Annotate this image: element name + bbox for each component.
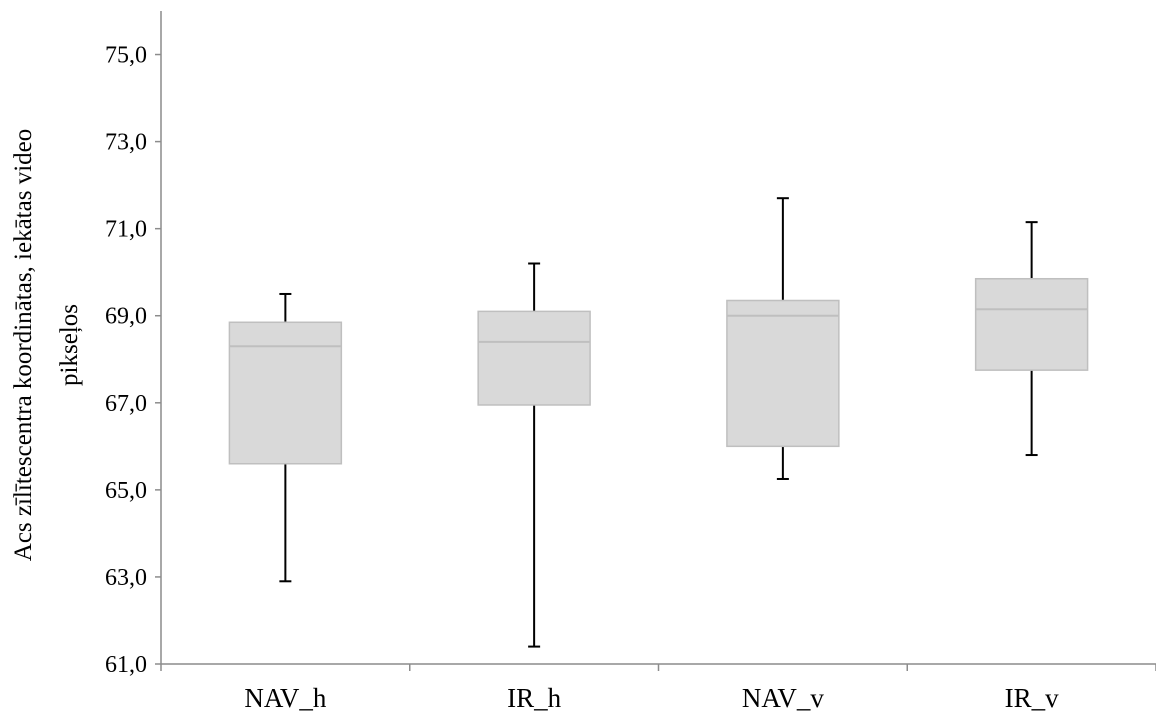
- y-tick-label: 71,0: [105, 217, 147, 243]
- y-tick-label: 61,0: [105, 652, 147, 678]
- y-tick-label: 67,0: [105, 391, 147, 417]
- x-category-label: NAV_h: [244, 683, 327, 713]
- y-tick-label: 69,0: [105, 304, 147, 330]
- box-NAV_v: [726, 197, 840, 480]
- y-tick-label: 63,0: [105, 565, 147, 591]
- y-tick-label: 65,0: [105, 478, 147, 504]
- box-NAV_h: [228, 292, 343, 583]
- iqr-box: [974, 277, 1089, 371]
- y-axis-label-line1: Acs zīlītescentra koordinātas, iekātas v…: [10, 129, 37, 561]
- iqr-box: [228, 321, 343, 465]
- box-IR_h: [477, 262, 591, 648]
- iqr-box: [477, 310, 591, 406]
- box-IR_v: [974, 221, 1089, 457]
- iqr-box: [726, 299, 840, 448]
- x-category-label: IR_v: [1005, 683, 1060, 713]
- y-tick-label: 73,0: [105, 130, 147, 156]
- x-category-label: IR_h: [507, 683, 562, 713]
- x-axis: NAV_h IR_h NAV_v IR_v: [160, 663, 1156, 713]
- y-tick-label: 75,0: [105, 43, 147, 69]
- y-axis: 61,0 63,0 65,0 67,0 69,0 71,0 73,0 75,0: [105, 11, 162, 678]
- y-axis-label-line2: pikseļos: [56, 304, 83, 386]
- plot-area: [228, 197, 1089, 648]
- x-category-label: NAV_v: [742, 683, 825, 713]
